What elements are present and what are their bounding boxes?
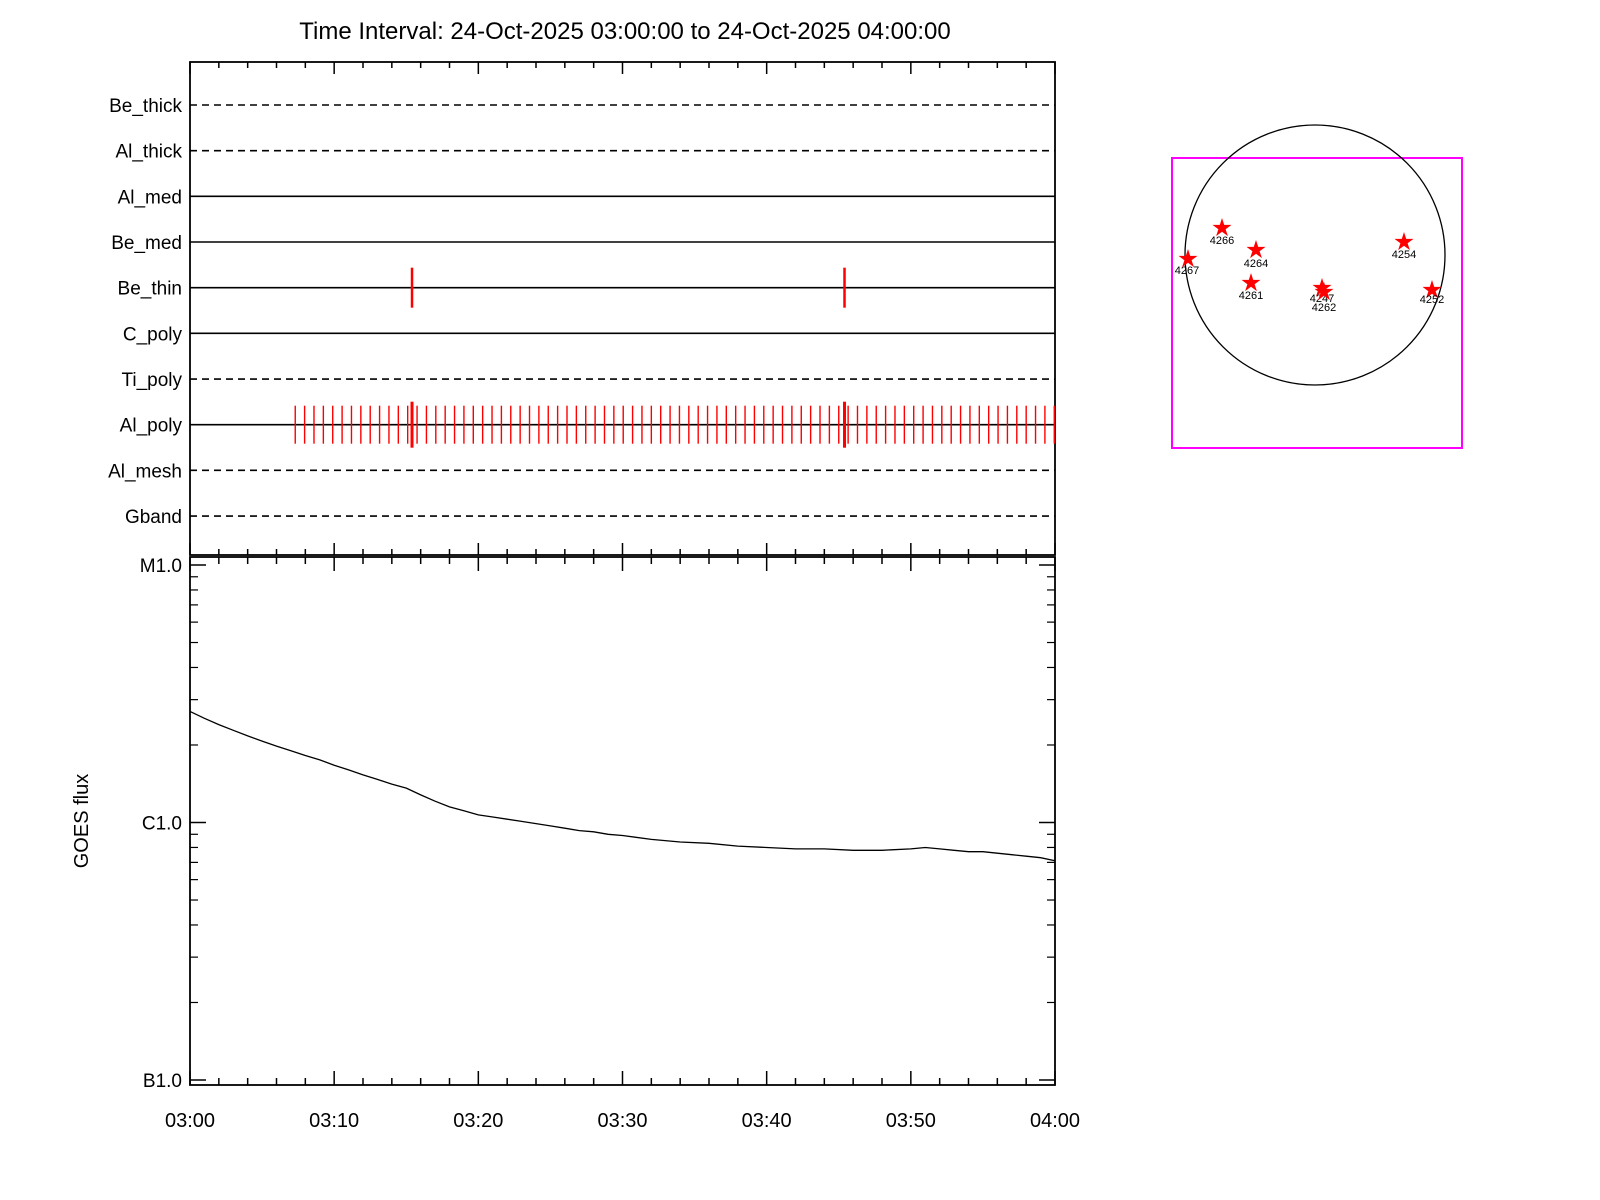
active-region-star-4264 [1246, 240, 1266, 259]
goes-x-tick-label: 04:00 [1030, 1110, 1080, 1132]
active-region-label-4266: 4266 [1210, 235, 1234, 247]
filter-label-Ti_poly: Ti_poly [121, 370, 182, 391]
fov-box [1171, 157, 1463, 449]
active-region-star-4267 [1178, 249, 1198, 268]
goes-x-tick-label: 03:50 [886, 1110, 936, 1132]
active-region-star-4247 [1312, 278, 1332, 297]
active-region-label-4261: 4261 [1239, 290, 1263, 302]
solar-disk [1184, 124, 1446, 386]
goes-x-tick-label: 03:30 [597, 1110, 647, 1132]
active-region-star-4262 [1314, 282, 1334, 301]
goes-x-tick-label: 03:40 [742, 1110, 792, 1132]
goes-y-tick-label: B1.0 [143, 1071, 182, 1092]
active-region-star-4252 [1422, 280, 1442, 299]
active-region-label-4252: 4252 [1420, 294, 1444, 306]
goes-x-tick-label: 03:00 [165, 1110, 215, 1132]
filter-label-Be_thick: Be_thick [109, 96, 182, 117]
filter-label-Be_med: Be_med [111, 233, 182, 254]
active-region-star-4266 [1212, 218, 1232, 237]
goes-flux-curve [189, 710, 1056, 862]
page-title: Time Interval: 24-Oct-2025 03:00:00 to 2… [299, 18, 951, 45]
goes-flux-axis-label: GOES flux [71, 774, 93, 868]
filter-label-Gband: Gband [125, 507, 182, 528]
filter-label-Al_thick: Al_thick [115, 142, 182, 163]
timeline-panel-border [189, 61, 1056, 556]
active-region-star-4261 [1241, 273, 1261, 292]
filter-label-Be_thin: Be_thin [118, 279, 182, 300]
filter-label-Al_mesh: Al_mesh [108, 461, 182, 482]
goes-x-tick-label: 03:10 [309, 1110, 359, 1132]
active-region-label-4267: 4267 [1175, 265, 1199, 277]
goes-x-tick-label: 03:20 [453, 1110, 503, 1132]
goes-panel-border [189, 556, 1056, 1086]
active-region-star-4254 [1394, 232, 1414, 251]
active-region-label-4264: 4264 [1244, 258, 1268, 270]
filter-label-Al_med: Al_med [118, 187, 182, 208]
goes-y-tick-label: C1.0 [142, 814, 182, 835]
active-region-label-4254: 4254 [1392, 249, 1416, 261]
filter-label-Al_poly: Al_poly [120, 416, 183, 437]
filter-label-C_poly: C_poly [123, 324, 183, 345]
goes-y-tick-label: M1.0 [140, 556, 182, 577]
active-region-label-4262: 4262 [1312, 302, 1336, 314]
